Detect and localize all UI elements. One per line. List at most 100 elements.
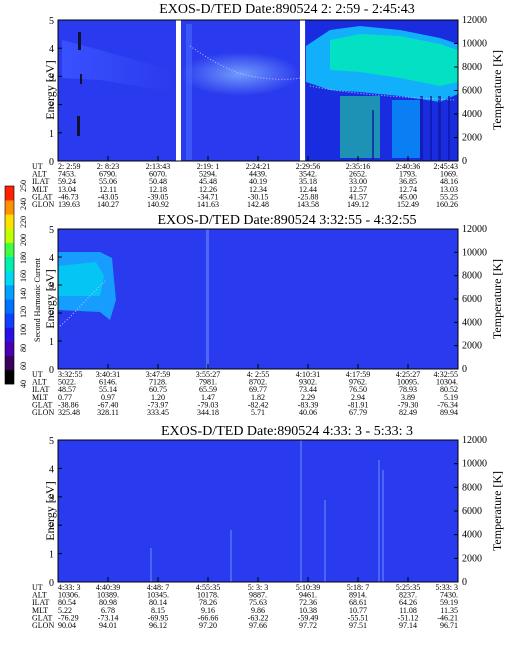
colorbar-tick-label: 100 bbox=[19, 324, 28, 336]
ephemeris-value: 325.48 bbox=[58, 408, 80, 417]
ephemeris-value: 11.35 bbox=[440, 606, 458, 615]
ephemeris-value: 1.47 bbox=[201, 393, 215, 402]
ephemeris-value: 3:32:55 bbox=[58, 370, 82, 379]
y2tick-label: 0 bbox=[462, 577, 467, 588]
ephemeris-value: 12.34 bbox=[249, 185, 267, 194]
panel-3-ylabel: Energy [eV] bbox=[43, 481, 57, 540]
ephemeris-value: 64.26 bbox=[399, 598, 417, 607]
ephemeris-label: MLT bbox=[32, 393, 48, 402]
colorbar-tick-label: 250 bbox=[19, 180, 28, 192]
ephemeris-value: 6.78 bbox=[101, 606, 115, 615]
ephemeris-value: 78.26 bbox=[199, 598, 217, 607]
ephemeris-value: 50.48 bbox=[149, 177, 167, 186]
panel-1-stripes bbox=[372, 96, 450, 160]
ytick-label: 3 bbox=[49, 72, 54, 83]
panel-1-seg3-cyan-patch bbox=[392, 100, 420, 158]
colorbar-tick-label: 60 bbox=[19, 362, 28, 370]
colorbar-swatch bbox=[5, 285, 14, 300]
ephemeris-value: -79.30 bbox=[398, 400, 419, 409]
colorbar-swatch bbox=[5, 214, 14, 229]
ephemeris-value: 40.06 bbox=[299, 408, 317, 417]
ephemeris-value: -73.14 bbox=[98, 613, 119, 622]
ephemeris-value: -76.29 bbox=[58, 613, 79, 622]
ytick-label: 2 bbox=[49, 309, 54, 320]
ephemeris-value: 149.12 bbox=[347, 200, 369, 209]
panel-1-gap-2 bbox=[300, 19, 305, 163]
colorbar-swatch bbox=[5, 200, 14, 215]
panel-1-stripe bbox=[372, 110, 374, 160]
panel-1-seg3-green bbox=[330, 34, 458, 86]
ephemeris-value: 2:45:43 bbox=[434, 162, 458, 171]
ephemeris-value: 7981. bbox=[199, 378, 217, 387]
ephemeris-value: 73.44 bbox=[299, 385, 317, 394]
ephemeris-value: 4439. bbox=[249, 170, 267, 179]
ephemeris-value: 69.77 bbox=[249, 385, 267, 394]
panel-2-trace bbox=[59, 279, 107, 327]
y2tick-label: 12000 bbox=[462, 224, 487, 235]
y2tick-label: 2000 bbox=[462, 553, 482, 564]
panel-3-ticks: 0 1 2 3 4 5 0 2000 4000 6000 8000 10000 12000 bbox=[49, 435, 487, 589]
ytick-label: 1 bbox=[49, 129, 54, 140]
ephemeris-value: -39.05 bbox=[148, 192, 169, 201]
ephemeris-value: 68.61 bbox=[349, 598, 367, 607]
ephemeris-value: -83.39 bbox=[298, 400, 319, 409]
panel-2-y2label: Temperature [K] bbox=[490, 259, 504, 339]
ephemeris-value: 72.36 bbox=[299, 598, 317, 607]
ephemeris-label: GLAT bbox=[32, 613, 53, 622]
ephemeris-value: -76.34 bbox=[437, 400, 458, 409]
ephemeris-label: ALT bbox=[32, 170, 47, 179]
ephemeris-value: 139.63 bbox=[58, 200, 80, 209]
ephemeris-value: 4:40:39 bbox=[96, 583, 120, 592]
ytick-label: 0 bbox=[49, 365, 54, 376]
ephemeris-value: 78.93 bbox=[399, 385, 417, 394]
panel-1-ylabel: Energy [eV] bbox=[43, 60, 57, 119]
ytick-label: 3 bbox=[49, 493, 54, 504]
ephemeris-value: 5: 3: 3 bbox=[248, 583, 268, 592]
ephemeris-value: 5:10:39 bbox=[296, 583, 320, 592]
y2tick-label: 2000 bbox=[462, 341, 482, 352]
panel-3-stripe bbox=[230, 530, 232, 582]
ephemeris-value: 40.19 bbox=[249, 177, 267, 186]
ephemeris-value: 10389. bbox=[97, 591, 119, 600]
ephemeris-value: 45.48 bbox=[199, 177, 217, 186]
colorbar: 40 60 80 100 120 140 160 180 200 220 240 250 Second… bbox=[4, 180, 42, 388]
ytick-label: 0 bbox=[49, 157, 54, 168]
ephemeris-value: 80.54 bbox=[58, 598, 76, 607]
panel-2-ylabel: Energy [eV] bbox=[43, 269, 57, 328]
ytick-label: 2 bbox=[49, 521, 54, 532]
ephemeris-value: 60.75 bbox=[149, 385, 167, 394]
ytick-label: 5 bbox=[49, 16, 54, 27]
panel-1-stripe bbox=[420, 96, 423, 160]
colorbar-swatch bbox=[5, 327, 14, 342]
ephemeris-value: 4:10:31 bbox=[296, 370, 320, 379]
ephemeris-value: 12.44 bbox=[299, 185, 317, 194]
colorbar-tick-label: 80 bbox=[19, 344, 28, 352]
ephemeris-value: 6146. bbox=[99, 378, 117, 387]
ephemeris-value: 13.04 bbox=[58, 185, 76, 194]
ephemeris-value: 10345. bbox=[147, 591, 169, 600]
colorbar-tick-label: 140 bbox=[19, 288, 28, 300]
ephemeris-value: 4:17:59 bbox=[346, 370, 370, 379]
ephemeris-value: 160.26 bbox=[436, 200, 458, 209]
ephemeris-value: 2.94 bbox=[351, 393, 365, 402]
y2tick-label: 2000 bbox=[462, 133, 482, 144]
y2tick-label: 12000 bbox=[462, 15, 487, 26]
ephemeris-value: 36.85 bbox=[399, 177, 417, 186]
ephemeris-value: 90.04 bbox=[58, 621, 76, 630]
ytick-label: 3 bbox=[49, 281, 54, 292]
colorbar-swatch bbox=[5, 186, 14, 201]
ephemeris-value: -55.51 bbox=[348, 613, 369, 622]
ephemeris-value: 141.63 bbox=[197, 200, 219, 209]
panel-1-seg2-stripe bbox=[186, 24, 192, 160]
y2tick-label: 12000 bbox=[462, 435, 487, 446]
ephemeris-value: 1069. bbox=[440, 170, 458, 179]
ephemeris-value: 2:35:16 bbox=[346, 162, 370, 171]
ephemeris-value: 9302. bbox=[299, 378, 317, 387]
ephemeris-value: 65.59 bbox=[199, 385, 217, 394]
ephemeris-value: 45.00 bbox=[399, 192, 417, 201]
ephemeris-value: 143.58 bbox=[297, 200, 319, 209]
ephemeris-value: 96.12 bbox=[149, 621, 167, 630]
ephemeris-value: 140.92 bbox=[147, 200, 169, 209]
